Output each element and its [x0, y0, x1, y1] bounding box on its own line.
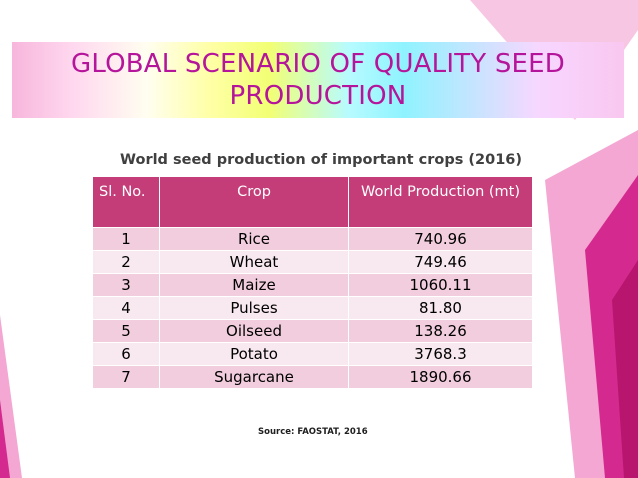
cell-crop: Maize [159, 273, 349, 297]
cell-crop: Oilseed [159, 319, 349, 343]
title-banner [12, 42, 624, 118]
deco-shape-bottom-left-dark [0, 400, 10, 478]
table-row: 7 Sugarcane 1890.66 [92, 365, 533, 389]
cell-sl-no: 4 [92, 296, 160, 320]
deco-shape-right-dark [612, 260, 638, 478]
table-row: 3 Maize 1060.11 [92, 273, 533, 297]
table-caption: World seed production of important crops… [120, 152, 523, 168]
source-note: Source: FAOSTAT, 2016 [258, 427, 368, 437]
cell-crop: Sugarcane [159, 365, 349, 389]
cell-production: 749.46 [348, 250, 533, 274]
cell-production: 1890.66 [348, 365, 533, 389]
cell-production: 138.26 [348, 319, 533, 343]
cell-crop: Rice [159, 227, 349, 251]
cell-crop: Wheat [159, 250, 349, 274]
cell-sl-no: 2 [92, 250, 160, 274]
seed-production-table: Sl. No. Crop World Production (mt) 1 Ric… [92, 176, 533, 389]
table-row: 6 Potato 3768.3 [92, 342, 533, 366]
deco-shape-bottom-left [0, 315, 22, 478]
cell-sl-no: 5 [92, 319, 160, 343]
table-header-row: Sl. No. Crop World Production (mt) [92, 176, 533, 228]
cell-crop: Pulses [159, 296, 349, 320]
cell-crop: Potato [159, 342, 349, 366]
cell-sl-no: 3 [92, 273, 160, 297]
table-row: 5 Oilseed 138.26 [92, 319, 533, 343]
table-row: 1 Rice 740.96 [92, 227, 533, 251]
table-row: 4 Pulses 81.80 [92, 296, 533, 320]
slide-title: GLOBAL SCENARIO OF QUALITY SEED PRODUCTI… [70, 49, 566, 111]
table-row: 2 Wheat 749.46 [92, 250, 533, 274]
cell-production: 3768.3 [348, 342, 533, 366]
cell-sl-no: 1 [92, 227, 160, 251]
cell-production: 740.96 [348, 227, 533, 251]
header-sl-no: Sl. No. [92, 176, 160, 228]
cell-production: 1060.11 [348, 273, 533, 297]
cell-sl-no: 7 [92, 365, 160, 389]
cell-production: 81.80 [348, 296, 533, 320]
header-crop: Crop [159, 176, 349, 228]
header-world-production: World Production (mt) [348, 176, 533, 228]
cell-sl-no: 6 [92, 342, 160, 366]
